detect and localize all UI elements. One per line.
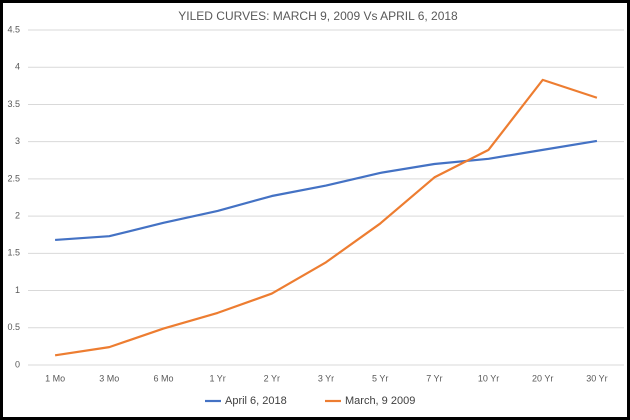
legend-label: April 6, 2018 xyxy=(225,395,287,407)
x-tick-label: 10 Yr xyxy=(478,373,499,383)
legend-label: March, 9 2009 xyxy=(345,395,415,407)
y-tick-label: 2 xyxy=(15,210,20,220)
x-tick-label: 1 Mo xyxy=(45,373,65,383)
y-tick-label: 4.5 xyxy=(7,24,20,34)
chart-title: YILED CURVES: MARCH 9, 2009 Vs APRIL 6, … xyxy=(178,9,458,23)
y-tick-label: 4 xyxy=(15,62,20,72)
x-tick-label: 30 Yr xyxy=(586,373,607,383)
y-tick-label: 2.5 xyxy=(7,173,20,183)
y-tick-label: 3 xyxy=(15,136,20,146)
x-tick-label: 3 Yr xyxy=(318,373,334,383)
x-tick-label: 7 Yr xyxy=(426,373,442,383)
x-tick-label: 2 Yr xyxy=(264,373,280,383)
x-tick-label: 6 Mo xyxy=(153,373,173,383)
x-tick-label: 1 Yr xyxy=(209,373,225,383)
y-tick-label: 1.5 xyxy=(7,248,20,258)
y-tick-label: 1 xyxy=(15,285,20,295)
y-tick-label: 3.5 xyxy=(7,99,20,109)
series-line xyxy=(54,78,598,357)
series-line xyxy=(55,139,598,242)
y-tick-label: 0 xyxy=(15,359,20,369)
x-tick-label: 3 Mo xyxy=(99,373,119,383)
x-tick-label: 5 Yr xyxy=(372,373,388,383)
x-tick-label: 20 Yr xyxy=(532,373,553,383)
y-tick-label: 0.5 xyxy=(7,322,20,332)
chart-background xyxy=(3,3,627,417)
